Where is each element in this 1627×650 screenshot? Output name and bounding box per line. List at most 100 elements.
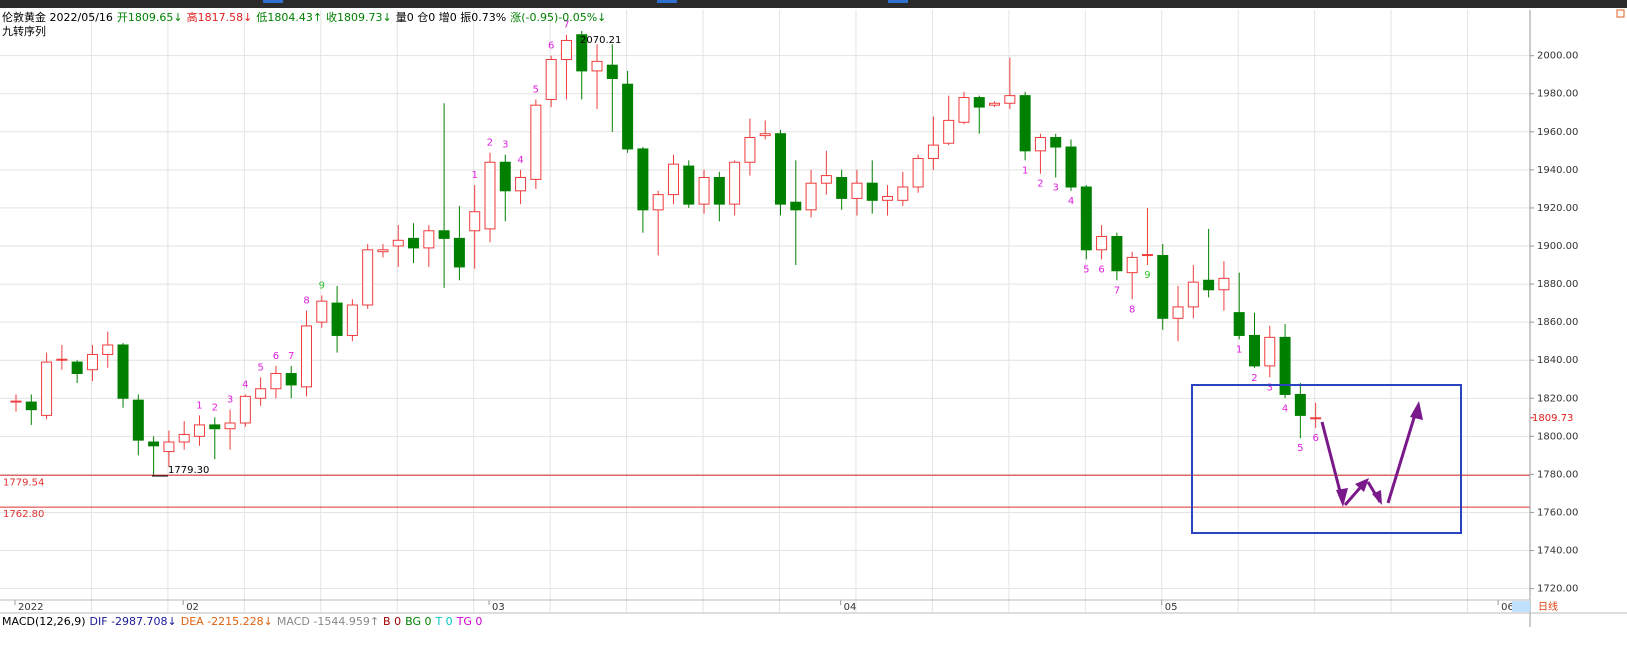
legend-item: 收1809.73↓ bbox=[326, 11, 392, 24]
candle-body bbox=[989, 102, 1001, 106]
td-count: 7 bbox=[288, 351, 294, 362]
candle-body bbox=[316, 300, 328, 323]
candle-body bbox=[178, 433, 190, 443]
td-count: 6 bbox=[1098, 264, 1104, 275]
x-tick-label: 05 bbox=[1165, 602, 1178, 613]
candle-body bbox=[1034, 137, 1046, 152]
legend-item: 伦敦黄金 2022/05/16 bbox=[2, 11, 113, 24]
candle-body bbox=[805, 182, 817, 211]
candle-body bbox=[576, 34, 588, 72]
candle-body bbox=[392, 239, 404, 247]
candle-body bbox=[775, 133, 786, 205]
candle-body bbox=[958, 97, 970, 123]
td-count: 5 bbox=[1297, 443, 1303, 454]
td-count: 6 bbox=[1312, 433, 1318, 444]
candle-body bbox=[515, 176, 527, 192]
candle-body bbox=[484, 161, 496, 230]
candles bbox=[10, 30, 1322, 476]
candle-body bbox=[270, 373, 282, 390]
candle-body bbox=[866, 182, 878, 201]
y-tick-label: 1840.00 bbox=[1537, 355, 1578, 366]
candle-body bbox=[1126, 256, 1138, 274]
candle-body bbox=[56, 358, 68, 361]
td-count: 2 bbox=[212, 402, 218, 413]
y-tick-label: 1760.00 bbox=[1537, 507, 1578, 518]
candle-body bbox=[943, 119, 955, 144]
td-count: 8 bbox=[1129, 304, 1135, 315]
x-tick-label: 02 bbox=[186, 602, 199, 613]
td-count: 4 bbox=[242, 379, 248, 390]
candle-body bbox=[239, 395, 251, 424]
legend-item: DEA -2215.228↓ bbox=[180, 615, 273, 628]
candle-body bbox=[637, 148, 649, 211]
td-count: 1 bbox=[196, 400, 202, 411]
candle-body bbox=[927, 144, 939, 159]
candle-body bbox=[1218, 277, 1230, 291]
y-tick-label: 2000.00 bbox=[1537, 51, 1578, 62]
candle-body bbox=[132, 399, 144, 441]
candle-body bbox=[1248, 334, 1260, 367]
td-count: 5 bbox=[533, 84, 539, 95]
top-bar bbox=[0, 0, 1627, 8]
tab[interactable] bbox=[657, 0, 677, 3]
candle-body bbox=[713, 176, 725, 205]
candle-body bbox=[606, 64, 618, 80]
candle-body bbox=[1233, 312, 1245, 336]
window-button[interactable] bbox=[1616, 9, 1625, 18]
candle-body bbox=[530, 104, 542, 180]
candle-body bbox=[545, 58, 557, 100]
candle-body bbox=[973, 97, 985, 108]
td-count: 3 bbox=[227, 395, 233, 406]
candle-body bbox=[285, 373, 297, 386]
candle-body bbox=[1019, 95, 1031, 152]
y-tick-label: 1960.00 bbox=[1537, 127, 1578, 138]
candle-body bbox=[897, 186, 909, 201]
y-tick-label: 1880.00 bbox=[1537, 279, 1578, 290]
candle-body bbox=[10, 400, 22, 403]
candle-body bbox=[1294, 393, 1306, 416]
y-tick-label: 1800.00 bbox=[1537, 431, 1578, 442]
candle-body bbox=[1203, 279, 1215, 291]
candle-body bbox=[1050, 137, 1062, 148]
high-label: 2070.21 bbox=[580, 35, 621, 46]
td-count: 4 bbox=[1282, 403, 1288, 414]
td-count: 4 bbox=[517, 155, 523, 166]
candle-body bbox=[1080, 186, 1092, 251]
legend-item: 开1809.65↓ bbox=[116, 11, 183, 24]
td-count: 9 bbox=[1144, 270, 1150, 281]
y-tick-label: 1820.00 bbox=[1537, 393, 1578, 404]
candle-body bbox=[622, 83, 634, 150]
y-tick-label: 1860.00 bbox=[1537, 317, 1578, 328]
candle-body bbox=[1004, 95, 1016, 104]
header: 伦敦黄金 2022/05/16 开1809.65↓ 高1817.58↓ 低1804.4… bbox=[2, 9, 606, 25]
td-count: 7 bbox=[1114, 285, 1120, 296]
x-tick-label: 03 bbox=[492, 602, 505, 613]
legend-item: B 0 bbox=[383, 615, 402, 628]
annotation-box bbox=[1191, 384, 1462, 534]
candle-body bbox=[1264, 336, 1276, 367]
last-price-label: 1809.73 bbox=[1532, 413, 1573, 424]
candle-body bbox=[148, 441, 160, 447]
candle-body bbox=[1157, 255, 1169, 319]
candle-body bbox=[851, 182, 863, 199]
candle-body bbox=[759, 133, 771, 137]
candle-body bbox=[163, 441, 175, 453]
tab[interactable] bbox=[263, 0, 283, 3]
arrow-heads bbox=[1336, 401, 1423, 507]
td-count: 1 bbox=[472, 170, 478, 181]
candle-body bbox=[790, 201, 802, 211]
legend-item: 低1804.43↑ bbox=[256, 11, 323, 24]
candle-body bbox=[41, 361, 53, 416]
low-label: 1779.30 bbox=[168, 465, 209, 476]
legend-item: BG 0 bbox=[405, 615, 432, 628]
candle-body bbox=[25, 401, 37, 411]
td-count: 4 bbox=[1068, 196, 1074, 207]
candle-body bbox=[744, 137, 756, 163]
tab[interactable] bbox=[888, 0, 908, 3]
candle-body bbox=[453, 237, 465, 268]
candle-body bbox=[117, 344, 129, 399]
legend-item: T 0 bbox=[435, 615, 453, 628]
candle-body bbox=[1111, 235, 1123, 272]
legend-item: 高1817.58↓ bbox=[186, 11, 253, 24]
td-count: 8 bbox=[303, 296, 309, 307]
